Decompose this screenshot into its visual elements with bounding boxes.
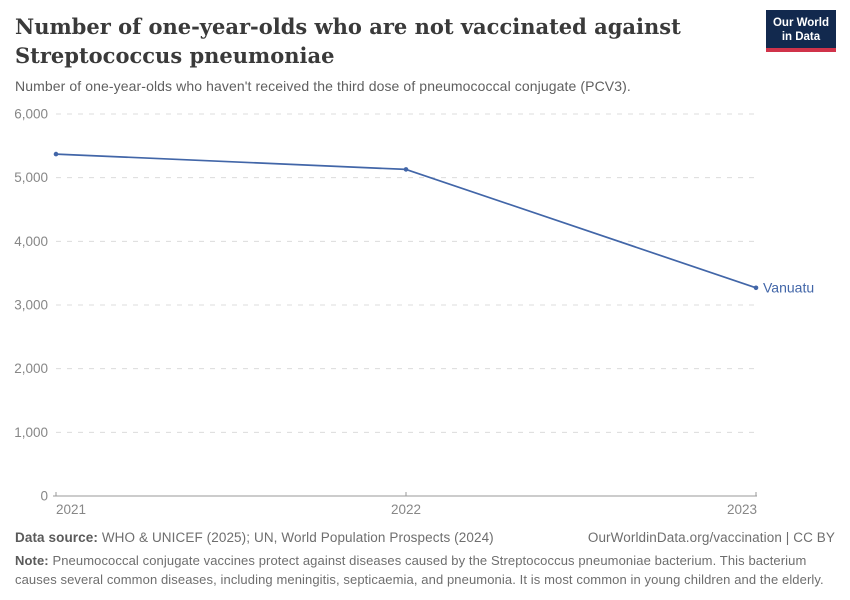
y-axis-tick-label: 1,000	[14, 425, 48, 440]
series-line[interactable]	[55, 153, 757, 289]
owid-logo-line1: Our World	[772, 17, 829, 29]
footer-note-text: Pneumococcal conjugate vaccines protect …	[15, 553, 824, 587]
y-axis-tick-label: 3,000	[14, 298, 48, 313]
chart-subtitle: Number of one-year-olds who haven't rece…	[15, 78, 631, 94]
data-point-marker[interactable]	[753, 285, 759, 291]
y-axis-tick-label: 4,000	[14, 234, 48, 249]
footer-note: Note: Pneumococcal conjugate vaccines pr…	[15, 551, 835, 589]
chart-title: Number of one-year-olds who are not vacc…	[15, 12, 755, 70]
y-axis-tick-label: 0	[40, 489, 48, 504]
data-source-label: Data source:	[15, 530, 98, 545]
data-source: Data source: WHO & UNICEF (2025); UN, Wo…	[15, 530, 494, 545]
data-source-text: WHO & UNICEF (2025); UN, World Populatio…	[101, 530, 494, 545]
y-axis-tick-label: 2,000	[14, 361, 48, 376]
x-axis-tick-label: 2021	[56, 502, 86, 517]
footer-source-row: Data source: WHO & UNICEF (2025); UN, Wo…	[15, 530, 835, 545]
y-axis-tick-label: 5,000	[14, 170, 48, 185]
chart-header: Number of one-year-olds who are not vacc…	[15, 12, 755, 94]
data-point-marker[interactable]	[403, 167, 409, 172]
series-entity-label[interactable]: Vanuatu	[763, 279, 814, 295]
owid-logo[interactable]: Our World in Data	[765, 10, 836, 52]
attribution-link[interactable]: OurWorldinData.org/vaccination | CC BY	[587, 530, 835, 545]
x-axis-tick-label: 2022	[391, 502, 421, 517]
owid-logo-line2: in Data	[781, 31, 821, 43]
data-point-marker[interactable]	[53, 151, 59, 157]
chart-title-line1: Number of one-year-olds who are not vacc…	[15, 14, 681, 39]
y-axis-tick-label: 6,000	[14, 107, 48, 122]
x-axis-tick-label: 2023	[727, 502, 757, 517]
footer-note-label: Note:	[15, 553, 49, 568]
chart-title-line2: Streptococcus pneumoniae	[15, 43, 335, 68]
chart-footer: Data source: WHO & UNICEF (2025); UN, Wo…	[15, 530, 835, 589]
